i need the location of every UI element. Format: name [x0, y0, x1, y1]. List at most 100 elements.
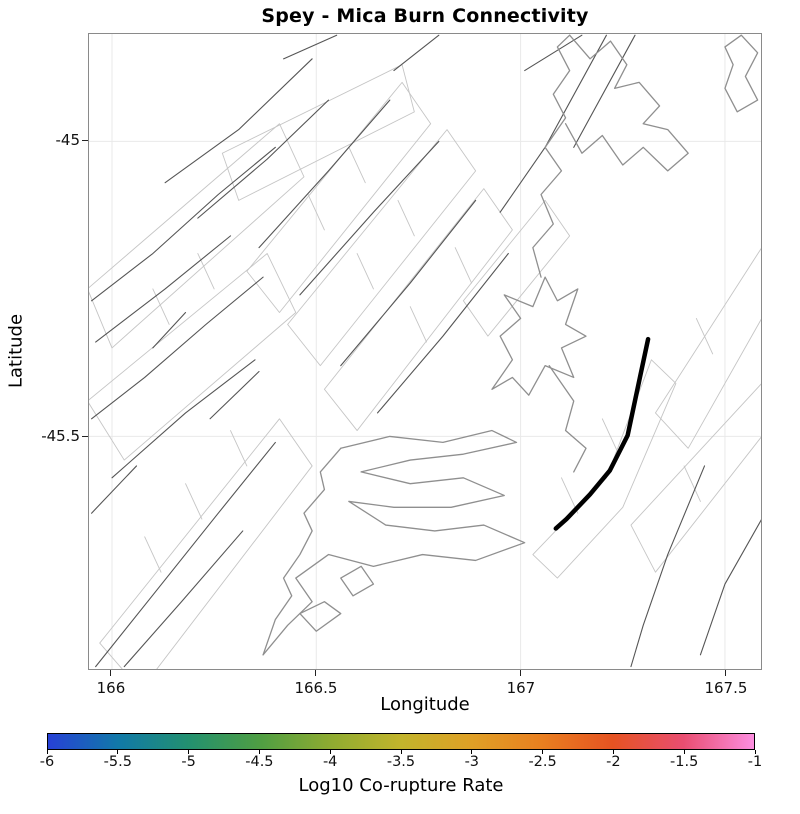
colorbar-tick-label: -3.5 [386, 754, 416, 770]
colorbar-tick-label: -2 [606, 754, 621, 770]
fault-trace [91, 465, 138, 514]
fault-trace [95, 441, 276, 668]
fault-outline [230, 430, 248, 467]
coastline [262, 447, 342, 656]
fault-outline [695, 317, 714, 355]
x-tick-label: 167.5 [704, 679, 748, 697]
colorbar-tick-mark [258, 750, 260, 754]
highlighted-fault-trace [553, 336, 651, 531]
colorbar-tick-mark [754, 750, 756, 754]
x-tick-label: 167 [506, 679, 536, 697]
fault-trace [209, 370, 260, 420]
fault-outline [454, 247, 473, 284]
fault-trace [630, 465, 706, 668]
colorbar-tick-label: -6 [39, 754, 55, 770]
colorbar-tick-label: -5.5 [103, 754, 132, 770]
y-tick-mark [82, 140, 88, 142]
coastline [340, 565, 375, 597]
colorbar-tick-label: -1.5 [670, 754, 699, 770]
fault-outline [532, 359, 677, 579]
colorbar-tick-mark [612, 750, 614, 754]
coastline [262, 500, 526, 656]
fault-trace [340, 199, 477, 367]
x-tick-mark [520, 670, 522, 676]
fault-trace [377, 252, 509, 414]
fault-trace [91, 276, 264, 420]
fault-outline [348, 146, 366, 184]
fault-trace [299, 140, 440, 296]
fault-outline [144, 536, 162, 573]
colorbar-tick-label: -2.5 [528, 754, 557, 770]
colorbar-tick-mark [46, 750, 48, 754]
colorbar-label: Log10 Co-rupture Rate [298, 775, 504, 796]
fault-trace [164, 58, 313, 184]
fault-outline [409, 306, 428, 343]
fault-trace [524, 34, 583, 72]
x-tick-label: 166.5 [294, 679, 338, 697]
colorbar [47, 733, 755, 750]
fault-outline [185, 483, 203, 520]
colorbar-tick-label: -5 [181, 754, 196, 770]
coastline [564, 34, 689, 172]
map-plot-area [88, 33, 762, 670]
fault-outline [221, 64, 415, 201]
colorbar-tick-mark [117, 750, 119, 754]
fault-trace [197, 99, 330, 219]
fault-outline [287, 129, 477, 367]
fault-trace [393, 34, 440, 72]
fault-outline [630, 383, 761, 573]
coastline [299, 601, 342, 632]
x-tick-mark [725, 670, 727, 676]
y-axis-label: Latitude [5, 313, 27, 389]
fault-trace [95, 235, 232, 343]
map-canvas [89, 34, 761, 669]
fault-trace [699, 519, 761, 656]
fault-outline [323, 188, 513, 431]
colorbar-tick-mark [683, 750, 685, 754]
colorbar-tick-mark [188, 750, 190, 754]
fault-outline [307, 194, 325, 231]
colorbar-tick-label: -3 [464, 754, 480, 770]
coastline [348, 471, 505, 508]
fault-outline [601, 418, 620, 455]
fault-outline [197, 253, 215, 290]
x-tick-mark [110, 670, 112, 676]
fault-outline [99, 418, 313, 669]
fault-outline [89, 123, 305, 349]
colorbar-tick-label: -4 [322, 754, 338, 770]
fault-outline [356, 253, 374, 290]
fault-outline [152, 288, 170, 325]
y-tick-mark [82, 436, 88, 438]
fault-outline [462, 199, 571, 337]
colorbar-tick-mark [329, 750, 331, 754]
fault-trace [499, 34, 607, 213]
fault-outline [89, 253, 297, 461]
x-tick-label: 166 [96, 679, 126, 697]
fault-trace [123, 530, 244, 668]
coastline [340, 429, 518, 473]
coastline [724, 34, 759, 113]
coastline [548, 365, 587, 473]
colorbar-gradient [47, 733, 755, 750]
colorbar-tick-mark [542, 750, 544, 754]
fault-trace [258, 99, 391, 249]
y-tick-label: -45.5 [41, 426, 80, 445]
fault-trace [152, 311, 187, 349]
colorbar-tick-mark [400, 750, 402, 754]
colorbar-tick-label: -1 [747, 754, 763, 770]
fault-trace [111, 359, 256, 479]
colorbar-tick-mark [471, 750, 473, 754]
fault-outline [246, 81, 432, 313]
x-tick-mark [315, 670, 317, 676]
fault-outline [397, 199, 415, 237]
fault-trace [282, 34, 338, 60]
coastline [491, 276, 587, 396]
chart-title: Spey - Mica Burn Connectivity [261, 5, 589, 27]
fault-outline [655, 247, 761, 449]
fault-trace [573, 34, 636, 148]
x-axis-label: Longitude [380, 694, 470, 715]
colorbar-tick-label: -4.5 [245, 754, 274, 770]
fault-outline [683, 465, 701, 502]
fault-trace [91, 146, 276, 302]
